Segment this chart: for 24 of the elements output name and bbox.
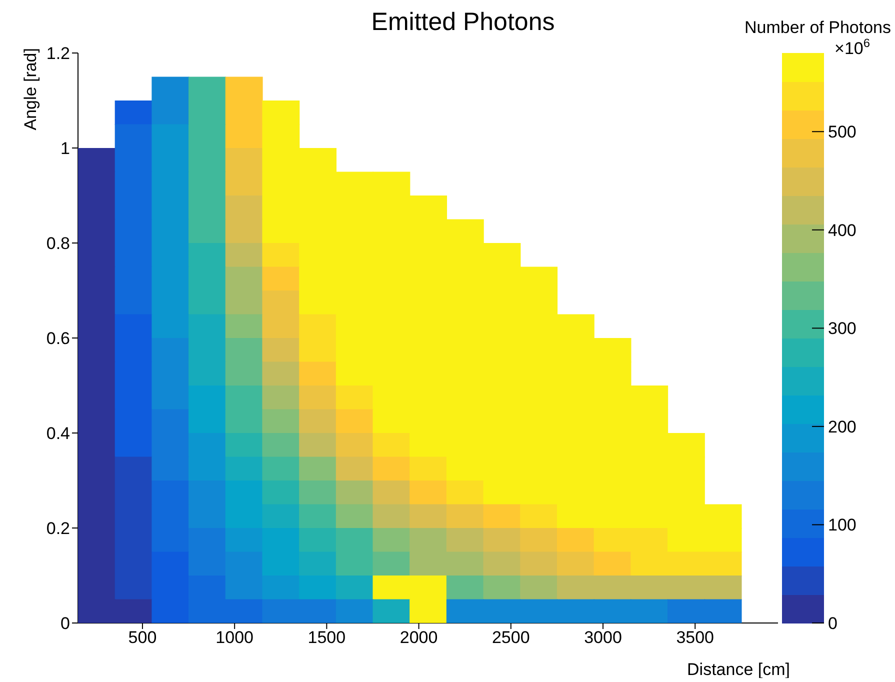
- x-tick-label: 2500: [492, 628, 530, 648]
- chart-title: Emitted Photons: [371, 8, 555, 36]
- text: ×10$^{6}$: [834, 36, 870, 58]
- color-bar-label: 400: [828, 220, 856, 240]
- y-tick-label: 0: [60, 614, 70, 634]
- y-tick-label: 0.8: [46, 234, 70, 254]
- color-bar-label: 100: [828, 516, 856, 535]
- color-bar-label: 0: [828, 614, 838, 633]
- color-bar-title: Number of Photons: [744, 18, 891, 37]
- color-bar-label: 300: [828, 319, 856, 338]
- color-bar-label: 200: [828, 417, 856, 436]
- color-bar-label: 500: [828, 122, 856, 142]
- y-tick-label: 1.2: [46, 44, 70, 64]
- y-axis-title: Angle [rad]: [21, 48, 40, 130]
- y-tick-label: 0.2: [46, 519, 70, 538]
- y-tick-label: 1: [60, 139, 70, 158]
- x-tick-label: 2000: [400, 628, 438, 648]
- x-tick-label: 3500: [676, 628, 714, 648]
- y-tick-label: 0.4: [46, 424, 70, 444]
- y-tick-label: 0.6: [46, 329, 70, 348]
- x-tick-label: 3000: [584, 628, 622, 648]
- x-tick-label: 1000: [216, 628, 254, 648]
- x-tick-label: 500: [128, 628, 157, 648]
- x-tick-label: 1500: [308, 628, 346, 648]
